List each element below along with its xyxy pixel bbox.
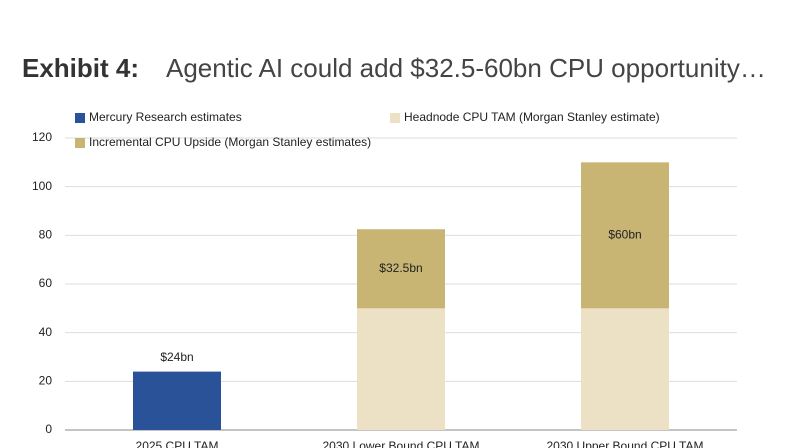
- y-tick-label: 60: [39, 276, 53, 290]
- chart-title: Exhibit 4:: [22, 53, 139, 83]
- y-tick-label: 80: [39, 228, 53, 242]
- data-label: $24bn: [160, 350, 193, 364]
- y-tick-label: 40: [39, 325, 53, 339]
- bar-segment: [357, 229, 445, 309]
- bar-segment: [133, 371, 221, 430]
- bar-segment: [581, 308, 669, 430]
- x-tick-label: 2030 Upper Bound CPU TAM: [547, 439, 704, 448]
- legend-swatch: [75, 113, 85, 123]
- legend-label: Incremental CPU Upside (Morgan Stanley e…: [89, 135, 371, 149]
- y-tick-label: 0: [45, 422, 52, 436]
- chart-subtitle: Agentic AI could add $32.5-60bn CPU oppo…: [166, 53, 766, 83]
- x-tick-label: 2030 Lower Bound CPU TAM: [323, 439, 480, 448]
- bar-segment: [581, 162, 669, 309]
- y-tick-label: 20: [39, 374, 53, 388]
- legend-swatch: [390, 113, 400, 123]
- y-tick-label: 120: [32, 130, 52, 144]
- legend-label: Mercury Research estimates: [89, 110, 242, 124]
- x-tick-label: 2025 CPU TAM: [136, 439, 219, 448]
- data-label: $60bn: [608, 228, 641, 242]
- legend-swatch: [75, 138, 85, 148]
- bar-segment: [357, 308, 445, 430]
- y-tick-label: 100: [32, 179, 52, 193]
- legend-label: Headnode CPU TAM (Morgan Stanley estimat…: [404, 110, 660, 124]
- data-label: $32.5bn: [379, 261, 422, 275]
